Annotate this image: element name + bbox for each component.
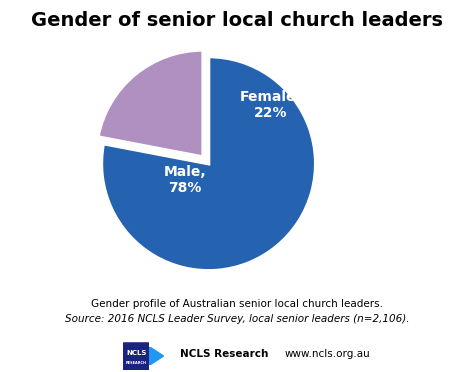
Text: RESEARCH: RESEARCH [126, 361, 147, 365]
FancyBboxPatch shape [122, 342, 150, 370]
Wedge shape [98, 50, 203, 157]
Text: Source: 2016 NCLS Leader Survey, local senior leaders (n=2,106).: Source: 2016 NCLS Leader Survey, local s… [65, 314, 409, 324]
Text: Gender of senior local church leaders: Gender of senior local church leaders [31, 11, 443, 30]
Text: Male,
78%: Male, 78% [164, 165, 206, 195]
Wedge shape [101, 57, 316, 271]
Text: Gender profile of Australian senior local church leaders.: Gender profile of Australian senior loca… [91, 299, 383, 310]
Text: www.ncls.org.au: www.ncls.org.au [284, 349, 370, 359]
Text: NCLS: NCLS [126, 350, 146, 356]
Text: NCLS Research: NCLS Research [180, 349, 268, 359]
Polygon shape [149, 347, 164, 365]
Text: Female,
22%: Female, 22% [240, 90, 301, 120]
